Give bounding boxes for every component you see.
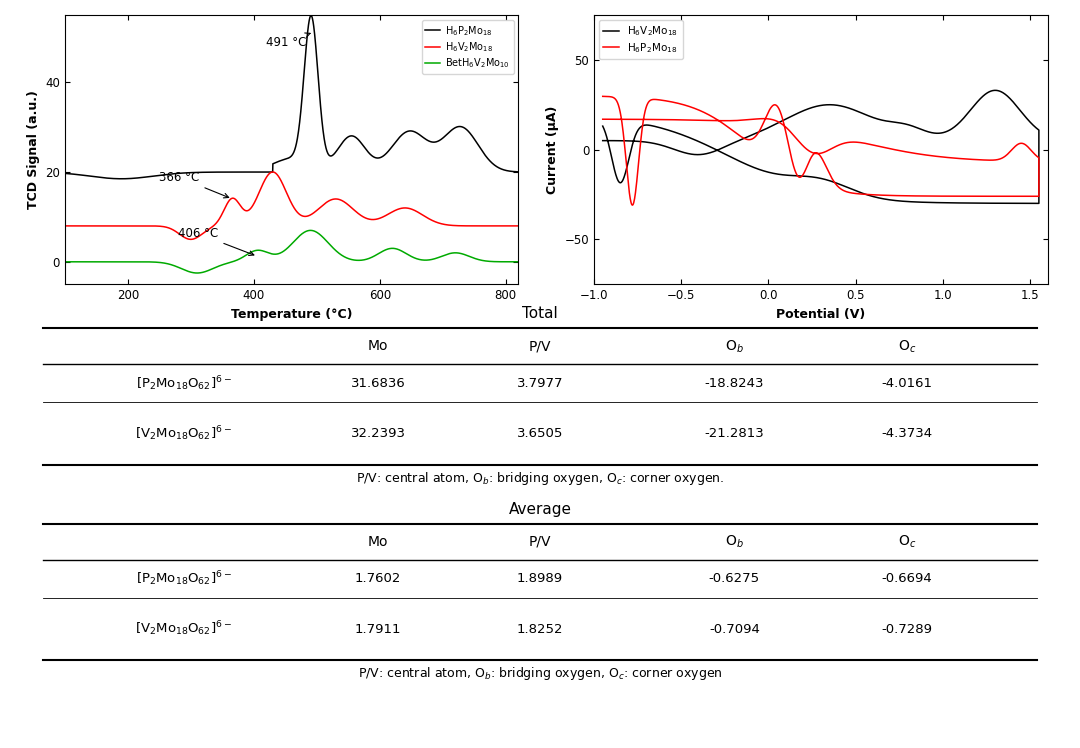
Line: H$_6$P$_2$Mo$_{18}$: H$_6$P$_2$Mo$_{18}$ xyxy=(603,96,1039,205)
Text: O$_b$: O$_b$ xyxy=(725,533,744,550)
Legend: H$_6$P$_2$Mo$_{18}$, H$_6$V$_2$Mo$_{18}$, BetH$_6$V$_2$Mo$_{10}$: H$_6$P$_2$Mo$_{18}$, H$_6$V$_2$Mo$_{18}$… xyxy=(421,19,513,74)
Text: -21.2813: -21.2813 xyxy=(704,427,765,441)
H$_6$V$_2$Mo$_{18}$ xyxy=(621,136,634,145)
Text: P/V: central atom, O$_b$: bridging oxygen, O$_c$: corner oxygen.: P/V: central atom, O$_b$: bridging oxyge… xyxy=(355,470,725,487)
Text: Mo: Mo xyxy=(368,535,388,548)
Line: H$_6$V$_2$Mo$_{18}$: H$_6$V$_2$Mo$_{18}$ xyxy=(603,91,1039,203)
Text: 3.6505: 3.6505 xyxy=(517,427,563,441)
H$_6$P$_2$Mo$_{18}$ xyxy=(642,99,654,108)
Text: 1.7602: 1.7602 xyxy=(355,572,401,585)
H$_6$P$_2$Mo$_{18}$ xyxy=(596,114,609,123)
H$_6$V$_2$Mo$_{18}$ xyxy=(988,86,1001,95)
Text: 406 °C: 406 °C xyxy=(178,227,254,256)
Text: Total: Total xyxy=(522,306,558,321)
Legend: H$_6$V$_2$Mo$_{18}$, H$_6$P$_2$Mo$_{18}$: H$_6$V$_2$Mo$_{18}$, H$_6$P$_2$Mo$_{18}$ xyxy=(599,20,683,58)
H$_6$V$_2$Mo$_{18}$ xyxy=(640,120,653,129)
Text: 1.8989: 1.8989 xyxy=(517,572,563,585)
Text: -0.6275: -0.6275 xyxy=(708,572,760,585)
Text: 1.8252: 1.8252 xyxy=(516,622,564,636)
Text: 366 °C: 366 °C xyxy=(160,171,229,198)
X-axis label: Temperature (°C): Temperature (°C) xyxy=(231,307,352,321)
Text: [P$_2$Mo$_{18}$O$_{62}$]$^{6-}$: [P$_2$Mo$_{18}$O$_{62}$]$^{6-}$ xyxy=(136,569,231,588)
Text: -0.6694: -0.6694 xyxy=(882,572,932,585)
H$_6$P$_2$Mo$_{18}$ xyxy=(998,191,1011,200)
H$_6$P$_2$Mo$_{18}$ xyxy=(596,92,609,101)
Text: Average: Average xyxy=(509,502,571,517)
H$_6$V$_2$Mo$_{18}$ xyxy=(596,136,609,145)
Text: [P$_2$Mo$_{18}$O$_{62}$]$^{6-}$: [P$_2$Mo$_{18}$O$_{62}$]$^{6-}$ xyxy=(136,374,231,393)
H$_6$V$_2$Mo$_{18}$ xyxy=(1021,199,1034,208)
Text: -0.7289: -0.7289 xyxy=(881,622,933,636)
Text: -18.8243: -18.8243 xyxy=(704,377,765,390)
Text: O$_b$: O$_b$ xyxy=(725,338,744,355)
H$_6$V$_2$Mo$_{18}$ xyxy=(1032,199,1045,208)
H$_6$P$_2$Mo$_{18}$ xyxy=(781,125,794,134)
Text: -4.0161: -4.0161 xyxy=(881,377,933,390)
Text: P/V: central atom, O$_b$: bridging oxygen, O$_c$: corner oxygen: P/V: central atom, O$_b$: bridging oxyge… xyxy=(357,665,723,682)
Text: [V$_2$Mo$_{18}$O$_{62}$]$^{6-}$: [V$_2$Mo$_{18}$O$_{62}$]$^{6-}$ xyxy=(135,425,232,443)
X-axis label: Potential (V): Potential (V) xyxy=(777,307,865,321)
Text: -0.7094: -0.7094 xyxy=(708,622,760,636)
H$_6$P$_2$Mo$_{18}$ xyxy=(622,115,635,124)
Y-axis label: Current (μA): Current (μA) xyxy=(546,105,559,194)
H$_6$V$_2$Mo$_{18}$ xyxy=(781,114,794,123)
Text: 1.7911: 1.7911 xyxy=(354,622,402,636)
Text: O$_c$: O$_c$ xyxy=(899,338,916,355)
H$_6$P$_2$Mo$_{18}$ xyxy=(1021,191,1034,200)
Text: P/V: P/V xyxy=(529,340,551,353)
Text: [V$_2$Mo$_{18}$O$_{62}$]$^{6-}$: [V$_2$Mo$_{18}$O$_{62}$]$^{6-}$ xyxy=(135,619,232,639)
H$_6$P$_2$Mo$_{18}$ xyxy=(626,200,639,209)
Y-axis label: TCD Signal (a.u.): TCD Signal (a.u.) xyxy=(27,91,40,209)
H$_6$V$_2$Mo$_{18}$ xyxy=(596,122,609,131)
Text: O$_c$: O$_c$ xyxy=(899,533,916,550)
Text: 491 °C: 491 °C xyxy=(267,33,310,49)
H$_6$V$_2$Mo$_{18}$ xyxy=(621,136,634,145)
Text: P/V: P/V xyxy=(529,535,551,548)
Text: 31.6836: 31.6836 xyxy=(351,377,405,390)
Text: -4.3734: -4.3734 xyxy=(881,427,933,441)
Text: 3.7977: 3.7977 xyxy=(516,377,564,390)
H$_6$V$_2$Mo$_{18}$ xyxy=(998,199,1011,208)
H$_6$P$_2$Mo$_{18}$ xyxy=(621,115,634,124)
Text: 32.2393: 32.2393 xyxy=(351,427,405,441)
Text: Mo: Mo xyxy=(368,340,388,353)
